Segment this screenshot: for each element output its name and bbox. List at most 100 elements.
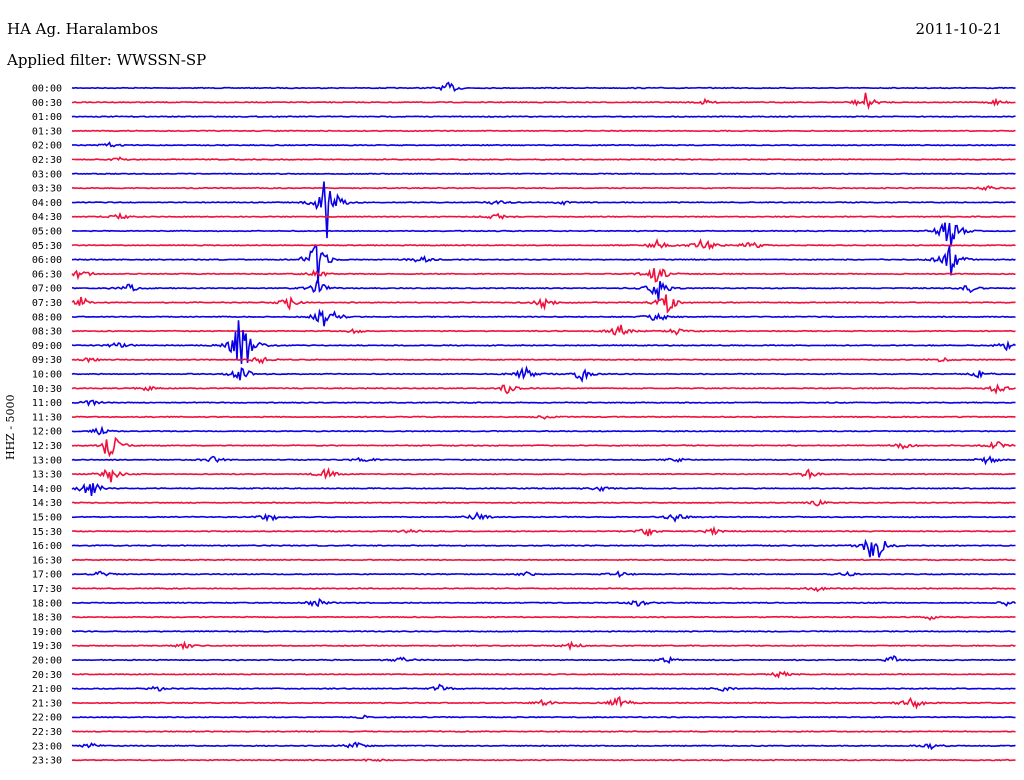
- seismic-trace: [71, 538, 1016, 558]
- seismic-trace: [71, 714, 1016, 720]
- trace-time-label: 23:00: [32, 741, 62, 752]
- seismic-trace: [71, 425, 1016, 436]
- trace-time-label: 11:00: [32, 398, 62, 409]
- seismic-trace: [71, 415, 1016, 420]
- seismic-trace: [71, 455, 1016, 466]
- seismic-trace: [71, 758, 1016, 763]
- seismic-trace: [71, 597, 1017, 608]
- seismic-trace: [71, 741, 1016, 751]
- trace-time-label: 19:00: [32, 627, 62, 638]
- trace-time-label: 20:30: [32, 670, 62, 681]
- trace-time-label: 14:00: [32, 484, 62, 495]
- trace-time-label: 00:00: [32, 84, 62, 95]
- seismic-trace: [71, 92, 1016, 111]
- seismic-trace: [71, 211, 1016, 220]
- trace-time-label: 08:30: [32, 327, 62, 338]
- seismic-trace: [71, 630, 1016, 633]
- trace-time-label: 18:30: [32, 613, 62, 624]
- seismic-trace: [71, 695, 1016, 710]
- trace-time-label: 07:00: [32, 284, 62, 295]
- trace-time-label: 15:30: [32, 527, 62, 538]
- seismic-trace: [71, 278, 1016, 301]
- seismic-trace: [71, 498, 1016, 507]
- trace-time-label: 22:30: [32, 727, 62, 738]
- seismic-trace: [71, 294, 1016, 315]
- seismic-trace: [71, 185, 1016, 192]
- seismic-trace: [71, 558, 1016, 562]
- station-title: HA Ag. Haralambos: [7, 20, 159, 38]
- trace-time-label: 06:30: [32, 269, 62, 280]
- trace-time-label: 09:00: [32, 341, 62, 352]
- seismic-trace: [71, 525, 1016, 537]
- seismic-trace: [71, 320, 1016, 364]
- seismic-trace: [71, 586, 1016, 593]
- trace-time-label: 01:30: [32, 126, 62, 137]
- trace-time-label: 05:30: [32, 241, 62, 252]
- seismic-trace: [71, 482, 1016, 497]
- trace-time-label: 03:30: [32, 184, 62, 195]
- trace-time-label: 06:00: [32, 255, 62, 266]
- trace-time-label: 12:30: [32, 441, 62, 452]
- seismic-trace: [71, 356, 1016, 365]
- trace-time-label: 13:30: [32, 470, 62, 481]
- trace-time-label: 04:00: [32, 198, 62, 209]
- trace-time-label: 19:30: [32, 641, 62, 652]
- seismic-trace: [71, 81, 1016, 92]
- trace-time-label: 13:00: [32, 455, 62, 466]
- seismic-trace: [71, 615, 1016, 621]
- seismic-trace: [71, 640, 1016, 652]
- seismic-trace: [71, 222, 1016, 247]
- trace-time-label: 10:00: [32, 370, 62, 381]
- seismic-trace: [71, 511, 1016, 523]
- trace-time-label: 10:30: [32, 384, 62, 395]
- seismic-trace: [71, 308, 1016, 327]
- seismic-trace: [71, 730, 1016, 733]
- seismic-trace: [71, 654, 1016, 665]
- seismic-trace: [71, 245, 1016, 284]
- seismic-trace: [71, 670, 1016, 679]
- trace-time-label: 23:30: [32, 756, 62, 767]
- seismic-trace: [71, 570, 1016, 578]
- date-label: 2011-10-21: [915, 20, 1002, 38]
- trace-time-label: 02:30: [32, 155, 62, 166]
- trace-time-label: 03:00: [32, 169, 62, 180]
- trace-time-label: 16:00: [32, 541, 62, 552]
- trace-time-label: 14:30: [32, 498, 62, 509]
- seismic-trace: [71, 181, 1016, 239]
- filter-label: Applied filter: WWSSN-SP: [7, 51, 207, 69]
- trace-time-label: 02:00: [32, 141, 62, 152]
- trace-time-label: 08:00: [32, 312, 62, 323]
- trace-time-label: 21:30: [32, 698, 62, 709]
- trace-time-label: 18:00: [32, 598, 62, 609]
- trace-time-label: 16:30: [32, 555, 62, 566]
- seismic-trace: [71, 129, 1016, 133]
- trace-time-label: 07:30: [32, 298, 62, 309]
- trace-time-label: 22:00: [32, 713, 62, 724]
- trace-time-label: 20:00: [32, 656, 62, 667]
- trace-time-label: 15:00: [32, 513, 62, 524]
- trace-time-label: 05:00: [32, 227, 62, 238]
- seismic-trace: [71, 238, 1016, 251]
- seismic-trace: [71, 115, 1016, 118]
- trace-time-label: 04:30: [32, 212, 62, 223]
- seismic-trace: [71, 172, 1016, 176]
- seismic-trace: [71, 683, 1016, 692]
- seismic-trace: [71, 156, 1016, 162]
- trace-time-label: 21:00: [32, 684, 62, 695]
- trace-time-label: 17:00: [32, 570, 62, 581]
- trace-time-label: 09:30: [32, 355, 62, 366]
- seismic-trace: [71, 141, 1016, 148]
- seismic-trace: [71, 467, 1016, 483]
- trace-time-label: 17:30: [32, 584, 62, 595]
- seismic-trace: [71, 365, 1016, 384]
- trace-time-label: 01:00: [32, 112, 62, 123]
- seismic-trace: [71, 268, 1016, 283]
- seismic-trace: [71, 382, 1016, 395]
- seismic-trace: [71, 399, 1016, 407]
- trace-time-label: 11:30: [32, 412, 62, 423]
- trace-time-label: 12:00: [32, 427, 62, 438]
- seismic-trace: [71, 436, 1016, 458]
- seismic-trace: [71, 324, 1016, 336]
- trace-time-label: 00:30: [32, 98, 62, 109]
